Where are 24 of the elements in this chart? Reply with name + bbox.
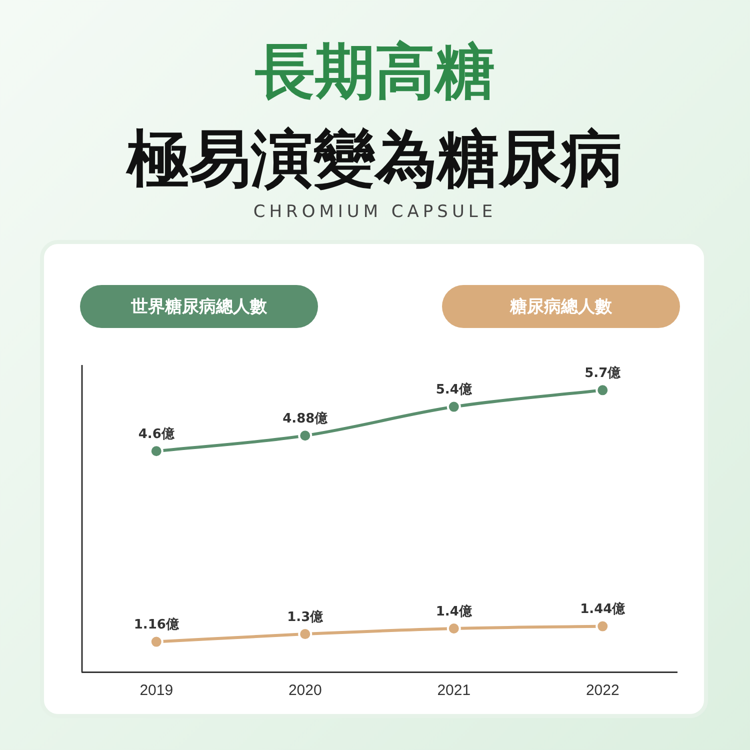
x-tick-label: 2022 <box>586 682 620 700</box>
data-label: 4.88億 <box>282 410 329 426</box>
data-label: 1.44億 <box>580 601 626 618</box>
point <box>298 428 312 443</box>
point <box>596 619 610 634</box>
x-tick-label: 2020 <box>288 682 322 700</box>
data-label: 1.16億 <box>134 616 180 633</box>
point <box>149 444 164 458</box>
data-label: 1.3億 <box>287 608 324 625</box>
text: 世界糖尿病總人數 <box>80 285 318 328</box>
text: CHROMIUM CAPSULE <box>252 202 498 222</box>
point <box>446 400 461 414</box>
point <box>596 383 610 398</box>
chart-title: 長期高糖 <box>254 37 496 107</box>
text: 糖尿病總人數 <box>442 285 680 328</box>
x-tick-label: 2019 <box>140 682 174 700</box>
data-label: 4.6億 <box>138 426 176 442</box>
x-tick-label: 2021 <box>437 682 471 700</box>
chart-subtitle: 極易演變為糖尿病 <box>124 122 624 195</box>
point <box>446 622 461 636</box>
data-label: 1.4億 <box>436 603 473 620</box>
point <box>149 634 164 649</box>
data-label: 5.4億 <box>436 382 473 398</box>
data-label: 5.7億 <box>584 365 622 382</box>
